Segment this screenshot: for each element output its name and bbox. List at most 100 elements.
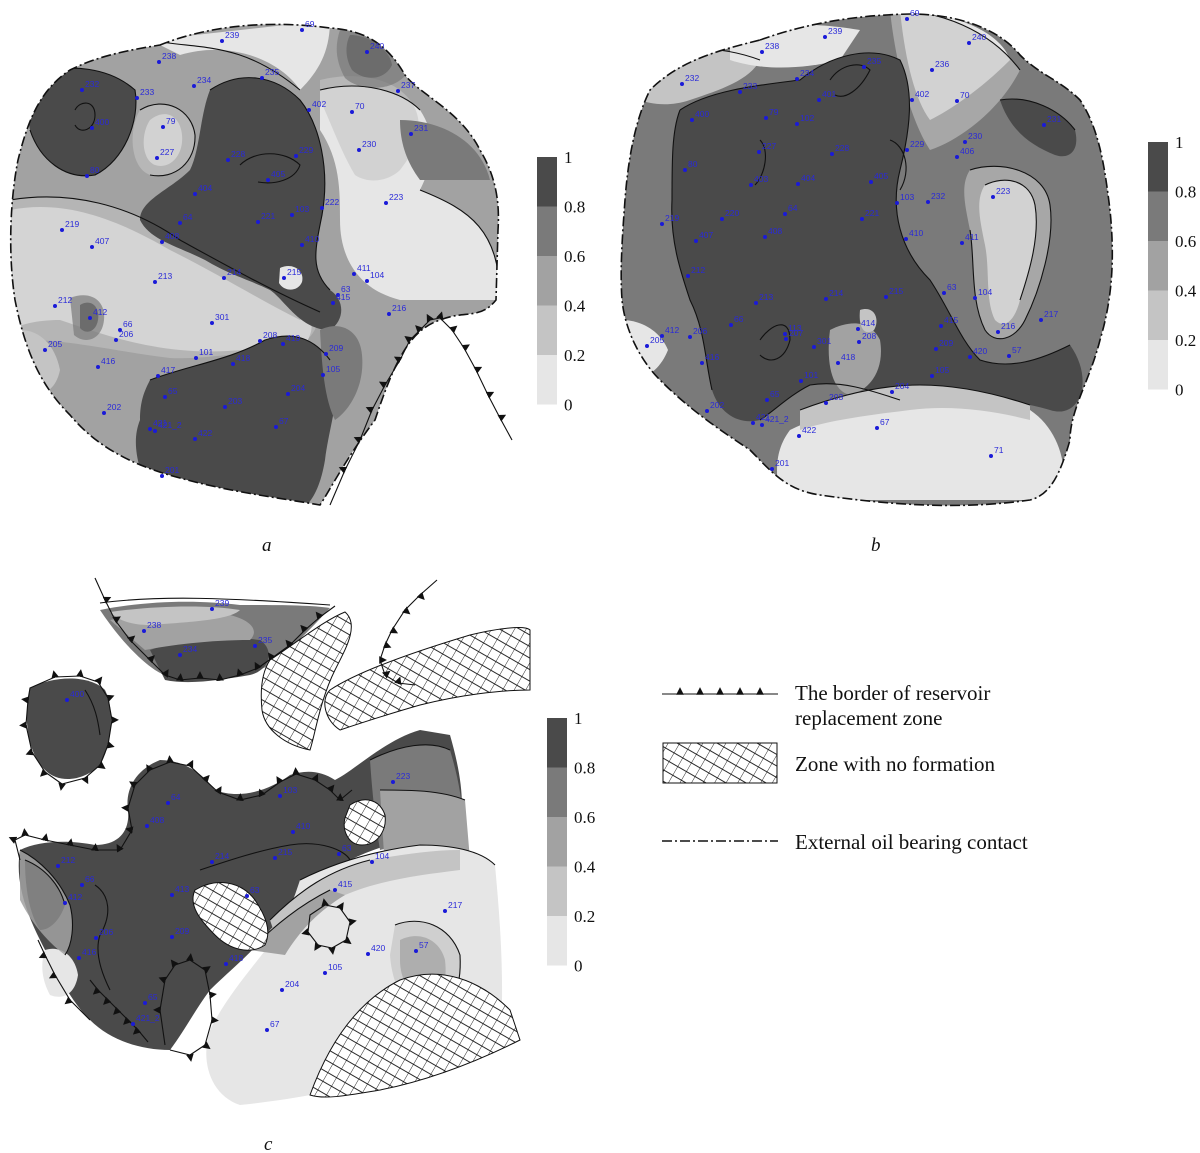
- well-label: 216: [392, 303, 406, 313]
- well-marker: [817, 98, 821, 102]
- well-label: 101: [804, 370, 818, 380]
- well-marker: [688, 335, 692, 339]
- well-label: 104: [375, 851, 389, 861]
- well-marker: [729, 323, 733, 327]
- well-label: 103: [295, 204, 309, 214]
- scale-label: 0.2: [574, 907, 595, 926]
- well-label: 67: [880, 417, 890, 427]
- well-marker: [760, 50, 764, 54]
- well-label: 65: [168, 386, 178, 396]
- well-marker: [770, 467, 774, 471]
- well-label: 227: [762, 141, 776, 151]
- well-marker: [278, 794, 282, 798]
- well-label: 204: [291, 383, 305, 393]
- well-label: 219: [65, 219, 79, 229]
- well-label: 419: [286, 333, 300, 343]
- well-label: 410: [909, 228, 923, 238]
- well-label: 213: [759, 292, 773, 302]
- well-label: 64: [171, 792, 181, 802]
- well-label: 57: [419, 940, 429, 950]
- well-marker: [94, 936, 98, 940]
- legend-oil-contact-label: External oil bearing contact: [795, 830, 1028, 854]
- well-points-c: 239 238 235 234 400 223 64 103 408 410 63 214 215 104…: [56, 598, 462, 1032]
- well-marker: [337, 852, 341, 856]
- well-marker: [955, 99, 959, 103]
- well-marker: [294, 154, 298, 158]
- well-marker: [210, 860, 214, 864]
- well-label: 206: [119, 329, 133, 339]
- well-marker: [869, 180, 873, 184]
- well-marker: [323, 971, 327, 975]
- well-marker: [178, 653, 182, 657]
- well-label: 240: [972, 32, 986, 42]
- scale-label: 0.8: [564, 198, 585, 217]
- well-marker: [409, 132, 413, 136]
- well-marker: [860, 217, 864, 221]
- well-marker: [143, 1001, 147, 1005]
- well-label: 212: [58, 295, 72, 305]
- well-marker: [160, 474, 164, 478]
- well-marker: [300, 243, 304, 247]
- well-label: 204: [895, 381, 909, 391]
- scale-label: 0.8: [574, 759, 595, 778]
- well-label: 230: [968, 131, 982, 141]
- well-label: 408: [768, 226, 782, 236]
- well-marker: [856, 327, 860, 331]
- well-label: 401: [822, 89, 836, 99]
- well-label: 239: [225, 30, 239, 40]
- scale-label: 0: [574, 957, 583, 976]
- well-marker: [160, 240, 164, 244]
- well-marker: [384, 201, 388, 205]
- contour-map-b: 69 240 239 238 236 235 234 233 232 402 70 401 400 79 1…: [620, 8, 1114, 507]
- well-marker: [1007, 354, 1011, 358]
- well-label: 208: [862, 331, 876, 341]
- well-label: 212: [61, 855, 75, 865]
- well-label: 105: [328, 962, 342, 972]
- well-marker: [366, 952, 370, 956]
- well-label: 202: [710, 400, 724, 410]
- well-marker: [660, 334, 664, 338]
- well-label: 215: [889, 286, 903, 296]
- well-label: 223: [396, 771, 410, 781]
- well-marker: [331, 301, 335, 305]
- well-label: 209: [175, 926, 189, 936]
- well-marker: [751, 421, 755, 425]
- well-marker: [939, 324, 943, 328]
- well-label: 63: [342, 843, 352, 853]
- well-marker: [391, 780, 395, 784]
- well-marker: [114, 338, 118, 342]
- well-label: 301: [215, 312, 229, 322]
- well-label: 238: [147, 620, 161, 630]
- well-label: 223: [996, 186, 1010, 196]
- well-marker: [942, 291, 946, 295]
- scale-swatch: [1148, 290, 1168, 340]
- well-label: 209: [939, 338, 953, 348]
- well-marker: [210, 607, 214, 611]
- well-marker: [266, 178, 270, 182]
- well-marker: [365, 279, 369, 283]
- well-marker: [884, 295, 888, 299]
- well-label: 227: [160, 147, 174, 157]
- well-label: 418: [229, 953, 243, 963]
- well-marker: [80, 883, 84, 887]
- well-label: 234: [183, 644, 197, 654]
- well-marker: [365, 50, 369, 54]
- well-marker: [145, 824, 149, 828]
- well-marker: [760, 423, 764, 427]
- well-label: 405: [271, 169, 285, 179]
- well-marker: [245, 894, 249, 898]
- well-marker: [281, 342, 285, 346]
- well-label: 221: [865, 208, 879, 218]
- well-marker: [705, 409, 709, 413]
- well-marker: [784, 337, 788, 341]
- well-marker: [738, 90, 742, 94]
- well-label: 101: [199, 347, 213, 357]
- well-marker: [895, 201, 899, 205]
- scale-swatch: [547, 718, 567, 768]
- well-label: 415: [944, 315, 958, 325]
- scale-label: 0: [564, 396, 573, 415]
- well-label: 221: [261, 211, 275, 221]
- well-label: 63: [341, 284, 351, 294]
- well-label: 412: [665, 325, 679, 335]
- well-marker: [904, 237, 908, 241]
